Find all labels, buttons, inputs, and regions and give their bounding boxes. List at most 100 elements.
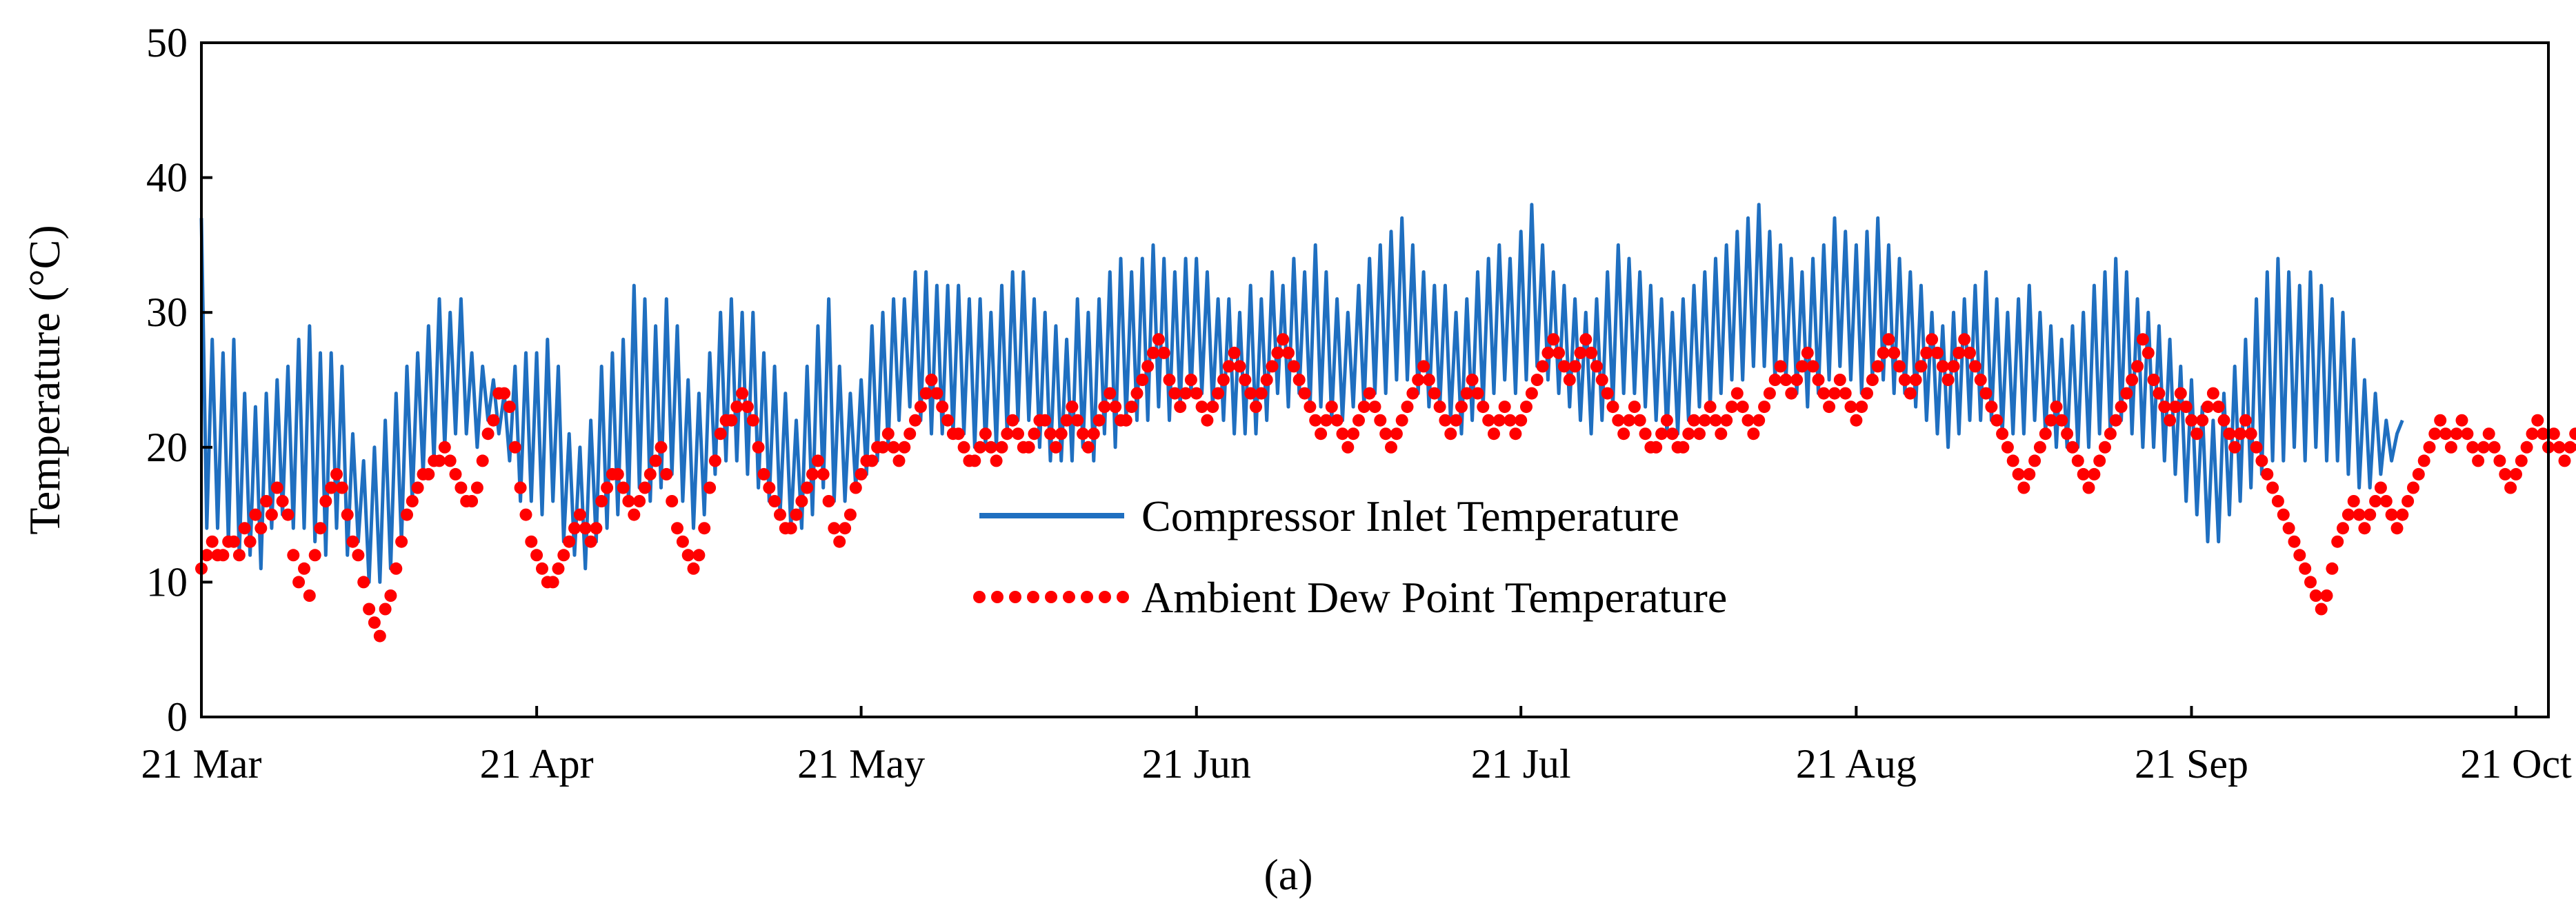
dewpoint-point [2504, 481, 2517, 494]
dewpoint-point [1726, 401, 1738, 414]
dewpoint-point [1277, 333, 1290, 346]
dewpoint-point [2266, 481, 2279, 494]
dewpoint-point [601, 481, 614, 494]
dewpoint-point [2141, 346, 2155, 359]
dewpoint-point [557, 549, 570, 562]
legend-dot [973, 591, 986, 603]
dewpoint-point [1195, 401, 1208, 414]
dewpoint-point [801, 481, 814, 494]
dewpoint-point [1212, 387, 1225, 400]
dewpoint-point [455, 481, 468, 494]
dewpoint-point [319, 495, 332, 507]
dewpoint-point [1747, 427, 1760, 441]
dewpoint-point [363, 603, 376, 616]
dewpoint-point [1012, 427, 1024, 441]
dewpoint-point [763, 481, 776, 494]
dewpoint-point [1530, 374, 1544, 386]
dewpoint-point [1130, 387, 1144, 400]
legend-dot [1063, 591, 1075, 603]
dewpoint-point [1444, 427, 1457, 441]
dewpoint-point [1233, 360, 1246, 373]
dewpoint-point [1585, 346, 1598, 359]
dewpoint-point [1119, 414, 1132, 427]
dewpoint-point [1812, 374, 1825, 386]
dewpoint-point [2039, 427, 2052, 441]
dewpoint-point [643, 467, 657, 481]
dewpoint-point [2185, 414, 2198, 427]
dewpoint-point [1655, 427, 1668, 441]
dewpoint-point [1515, 414, 1528, 427]
dewpoint-point [1006, 414, 1019, 427]
dewpoint-point [1287, 360, 1300, 373]
dewpoint-point [1357, 401, 1370, 414]
dewpoint-point [1239, 374, 1252, 386]
y-tick-label: 40 [146, 155, 188, 201]
dewpoint-point [1801, 346, 1814, 359]
dewpoint-point [687, 562, 700, 575]
dewpoint-point [2364, 508, 2377, 521]
dewpoint-point [2569, 427, 2576, 441]
dewpoint-point [1688, 414, 1701, 427]
dewpoint-point [714, 427, 727, 441]
dewpoint-point [1309, 414, 1322, 427]
dewpoint-point [2472, 454, 2485, 467]
dewpoint-point [2315, 603, 2328, 616]
dewpoint-point [930, 387, 943, 400]
dewpoint-point [1066, 401, 1079, 414]
dewpoint-point [1936, 360, 1949, 373]
dewpoint-point [730, 401, 743, 414]
x-tick-label: 21 Sep [2135, 741, 2248, 787]
dewpoint-point [757, 467, 770, 481]
dewpoint-point [401, 508, 413, 521]
dewpoint-point [1049, 441, 1062, 454]
dewpoint-point [2196, 414, 2209, 427]
dewpoint-point [2477, 441, 2490, 454]
dewpoint-point [909, 414, 921, 427]
dewpoint-point [877, 441, 889, 454]
dewpoint-point [1039, 414, 1052, 427]
dewpoint-point [2320, 589, 2333, 602]
dewpoint-point [1557, 360, 1570, 373]
dewpoint-point [2212, 401, 2225, 414]
dewpoint-point [573, 508, 586, 521]
dewpoint-point [1439, 414, 1452, 427]
dewpoint-point [1168, 387, 1181, 400]
dewpoint-point [584, 535, 597, 548]
dewpoint-point [1947, 360, 1960, 373]
dewpoint-point [1552, 346, 1566, 359]
dewpoint-point [476, 454, 489, 467]
dewpoint-point [2028, 454, 2041, 467]
dewpoint-point [1968, 360, 1981, 373]
dewpoint-point [1779, 374, 1793, 386]
x-tick-label: 21 Jul [1471, 741, 1571, 787]
dewpoint-point [433, 454, 446, 467]
dewpoint-point [395, 535, 408, 548]
dewpoint-point [768, 495, 781, 507]
legend-dot [1099, 591, 1111, 603]
series-line-compressor-inlet [199, 203, 2404, 584]
dewpoint-point [1147, 346, 1159, 359]
dewpoint-point [1855, 401, 1868, 414]
dewpoint-point [2050, 401, 2063, 414]
dewpoint-point [1693, 427, 1706, 441]
dewpoint-point [503, 401, 516, 414]
dewpoint-point [217, 549, 230, 562]
dewpoint-point [736, 387, 749, 400]
dewpoint-point [281, 508, 294, 521]
dewpoint-point [1606, 401, 1619, 414]
dewpoint-point [1730, 387, 1744, 400]
dewpoint-point [1471, 387, 1484, 400]
dewpoint-point [2179, 401, 2193, 414]
dewpoint-point [2093, 454, 2106, 467]
series-layer [195, 203, 2576, 643]
dewpoint-point [1871, 360, 1884, 373]
dewpoint-point [2390, 522, 2404, 535]
dewpoint-point [2169, 401, 2181, 414]
dewpoint-point [1720, 414, 1733, 427]
dewpoint-point [957, 441, 970, 454]
dewpoint-point [2255, 454, 2268, 467]
dewpoint-point [2131, 360, 2144, 373]
dewpoint-point [2444, 441, 2457, 454]
dewpoint-point [795, 495, 808, 507]
dewpoint-point [622, 495, 635, 507]
